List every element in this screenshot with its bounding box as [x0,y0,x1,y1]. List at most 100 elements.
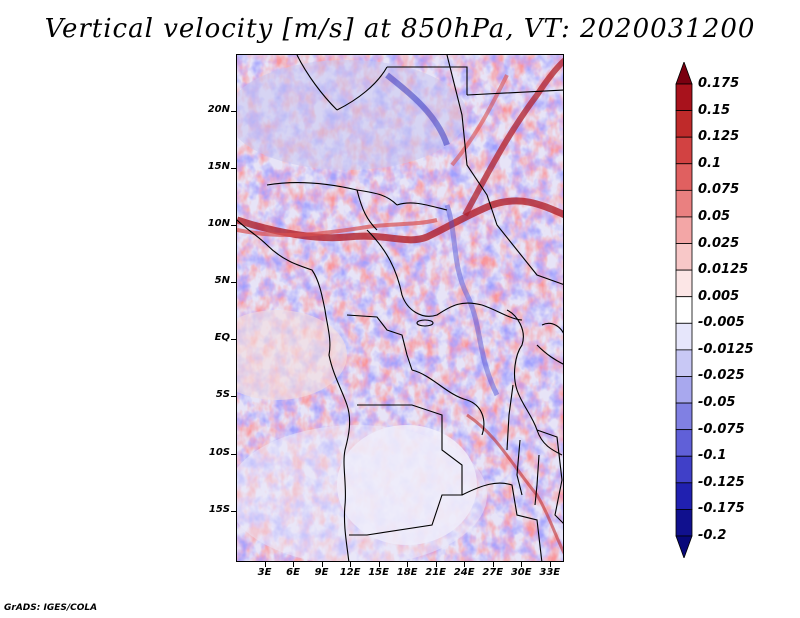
colorbar-segment [675,163,693,191]
colorbar-label: 0.125 [698,129,740,145]
lon-tick [264,562,266,567]
lon-label: 9E [314,567,329,578]
lat-tick [231,111,236,113]
colorbar [675,62,693,558]
colorbar-segment [675,189,693,218]
colorbar-label: -0.1 [698,448,727,464]
border-zambia [461,482,543,561]
borders [237,55,563,561]
coastline-west [237,219,351,561]
colorbar-arrow-bottom [675,535,693,558]
colorbar-label: -0.175 [698,501,745,517]
lat-label: 20N [207,104,230,116]
lat-tick [231,396,236,398]
lat-label: 5N [214,275,230,287]
sahara-subsidence [385,72,450,147]
colorbar-segment [675,243,693,271]
colorbar-label: 0.175 [698,76,740,91]
colorbar-label: -0.125 [698,474,745,490]
colorbar-label: -0.075 [698,421,745,437]
colorbar-segment [675,509,693,537]
colorbar-segment [675,429,693,457]
border-sudan [446,55,563,285]
colorbar-segment [675,110,693,138]
border-sahara [296,55,563,111]
border-car [366,229,523,321]
border-congo [346,314,485,436]
colorbar-label: 0.075 [698,182,740,198]
colorbar-label: 0.025 [698,235,740,251]
lat-label: 10S [208,446,230,458]
lon-tick [293,562,295,567]
lon-label: 15E [368,567,389,578]
lat-label: EQ [214,332,230,344]
lon-label: 21E [425,567,447,578]
itcz-band-secondary [237,218,438,237]
colorbar-segment [675,296,693,324]
lat-tick [231,282,236,284]
colorbar-segment [675,349,693,377]
velocity-field [237,55,563,561]
colorbar-label: -0.2 [698,528,727,543]
lon-tick [464,562,466,567]
colorbar-segment [675,269,693,298]
lat-label: 15S [208,503,230,515]
lat-label: 15N [207,161,230,173]
lon-label: 12E [339,567,361,578]
border-sahel [266,182,448,231]
colorbar-label: 0.1 [698,155,722,171]
lon-label: 18E [396,567,418,578]
colorbar-segment [675,482,693,510]
lon-tick [407,562,409,567]
colorbar-label: -0.0125 [698,341,754,357]
lon-tick [492,562,494,567]
nile-band [450,74,509,167]
chart-title: Vertical velocity [m/s] at 850hPa, VT: 2… [44,14,756,44]
lake-outline [416,319,434,327]
credit-text: GrADS: IGES/COLA [4,603,98,613]
lake-tanganyika [506,384,523,496]
red-sea-band [462,57,563,217]
lat-tick [231,510,236,512]
colorbar-label: -0.05 [698,395,736,411]
lake-malawi [534,454,540,506]
colorbar-label: 0.005 [698,288,740,304]
region-gulf-guinea [237,310,347,400]
border-tanzania [536,429,563,524]
colorbar-segment [675,136,693,165]
colorbar-segment [675,455,693,484]
congo-subsidence [444,204,500,397]
lon-tick [435,562,437,567]
region-south-atlantic [237,425,487,561]
lat-tick [231,225,236,227]
colorbar-segment [675,322,693,351]
colorbar-label: 0.05 [698,208,731,224]
lon-label: 6E [286,567,300,578]
lon-label: 33E [539,567,561,578]
colorbar-segment [675,216,693,244]
colorbar-label: -0.025 [698,368,745,384]
colorbar-arrow-top [675,62,693,85]
colorbar-label: -0.005 [698,315,745,331]
lon-label: 24E [453,567,475,578]
lon-label: 3E [257,567,272,578]
lat-label: 10N [207,218,230,230]
colorbar-segment [675,402,693,431]
lat-tick [231,339,236,341]
border-great-lakes [506,309,563,456]
lake-victoria [536,322,563,365]
colorbar-label: 0.0125 [698,262,749,278]
map-panel [236,54,564,562]
lon-tick [350,562,352,567]
lon-label: 30E [510,567,532,578]
lat-label: 5S [215,389,230,401]
itcz-band [237,197,563,244]
east-africa-band [466,413,563,555]
lon-tick [521,562,523,567]
lon-label: 27E [482,567,504,578]
lon-tick [378,562,380,567]
border-angola [349,404,463,536]
colorbar-segment [675,376,693,404]
lon-tick [549,562,551,567]
lat-tick [231,168,236,170]
